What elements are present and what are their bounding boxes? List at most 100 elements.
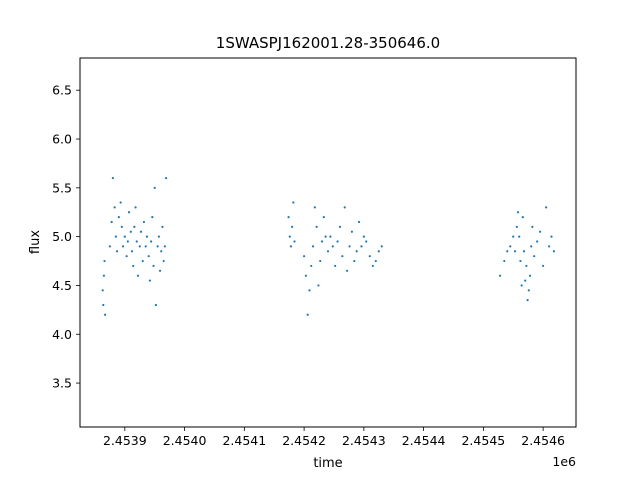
data-point: [127, 211, 131, 214]
data-point: [157, 235, 160, 238]
data-point: [324, 235, 327, 238]
data-point: [111, 176, 114, 180]
data-point: [113, 206, 116, 209]
x-tick-label: 2.4544: [402, 433, 446, 448]
data-point: [125, 255, 128, 258]
data-point: [126, 240, 129, 243]
data-point: [545, 206, 548, 209]
data-point: [133, 225, 136, 228]
data-point: [308, 289, 311, 292]
data-point: [304, 274, 307, 277]
data-point: [115, 250, 119, 253]
data-point: [509, 245, 512, 248]
data-point: [512, 235, 515, 238]
chart-title: 1SWASPJ162001.28-350646.0: [216, 34, 440, 52]
data-point: [161, 225, 164, 228]
data-point: [306, 313, 309, 316]
data-point: [132, 264, 135, 268]
data-point: [548, 245, 551, 248]
plot-frame: [79, 57, 577, 428]
data-point: [346, 269, 349, 272]
data-point: [338, 225, 342, 228]
data-point: [368, 255, 371, 258]
y-tick-label: 4.5: [52, 278, 72, 293]
data-point: [163, 245, 166, 248]
data-point: [515, 225, 518, 228]
data-point: [136, 274, 140, 277]
plot-area: [80, 58, 576, 427]
data-point: [102, 274, 106, 277]
y-tick-label: 3.5: [52, 376, 72, 391]
x-axis: 2.4539 2.4540 2.4541 2.4542 2.4543 2.4544 2.45…: [103, 427, 565, 448]
data-point: [499, 274, 502, 277]
y-tick-label: 5.0: [52, 229, 72, 244]
data-point: [513, 250, 517, 253]
data-point: [341, 255, 344, 258]
data-point: [357, 220, 361, 224]
x-tick-label: 2.4545: [461, 433, 505, 448]
data-point: [164, 176, 168, 180]
data-point: [322, 216, 325, 219]
data-point: [103, 313, 107, 316]
data-point: [377, 250, 380, 253]
y-axis-label: flux: [28, 230, 43, 254]
data-point: [313, 206, 316, 209]
data-point: [317, 284, 320, 287]
data-point: [552, 250, 555, 253]
data-point: [144, 245, 147, 248]
x-tick-label: 2.4542: [282, 433, 326, 448]
y-axis: 3.5 4.0 4.5 5.0 5.5 6.0 6.5: [52, 83, 80, 391]
data-point: [123, 235, 126, 238]
data-point: [533, 255, 536, 258]
data-point: [148, 279, 152, 282]
data-point: [121, 245, 125, 248]
data-point: [139, 230, 143, 233]
y-tick-label: 5.5: [52, 180, 72, 195]
data-point: [365, 240, 368, 243]
data-point: [362, 235, 365, 238]
data-point: [102, 303, 105, 307]
data-point: [110, 220, 113, 224]
data-point: [134, 206, 137, 209]
data-point: [152, 264, 155, 268]
data-point: [353, 259, 356, 263]
data-point: [519, 259, 522, 263]
data-point: [114, 235, 117, 238]
data-point: [343, 206, 346, 209]
data-point: [101, 289, 104, 292]
data-point: [119, 201, 122, 204]
data-point: [153, 186, 156, 189]
data-point: [524, 279, 527, 282]
data-point: [329, 235, 332, 238]
data-point: [371, 264, 374, 268]
data-point: [156, 245, 159, 248]
data-point: [355, 250, 358, 253]
x-tick-label: 2.4540: [163, 433, 207, 448]
data-point: [141, 259, 144, 263]
data-point: [154, 303, 157, 307]
data-point: [536, 240, 539, 243]
data-point: [162, 259, 165, 263]
x-tick-label: 2.4543: [342, 433, 386, 448]
data-point: [120, 225, 123, 228]
data-point: [151, 216, 154, 219]
data-point: [530, 245, 533, 248]
data-point: [310, 264, 313, 268]
data-point: [506, 250, 509, 253]
data-point: [503, 259, 506, 263]
x-tick-label: 2.4546: [521, 433, 565, 448]
data-point: [103, 259, 106, 263]
data-point: [539, 230, 542, 233]
data-point: [145, 235, 149, 238]
data-point: [288, 235, 291, 238]
data-point: [336, 240, 339, 243]
y-tick-label: 6.5: [52, 83, 72, 98]
data-point: [135, 240, 138, 243]
data-point: [528, 274, 532, 277]
data-point: [319, 259, 322, 263]
y-tick-label: 4.0: [52, 327, 72, 342]
data-point: [150, 240, 153, 243]
data-point: [293, 240, 296, 243]
x-tick-label: 2.4539: [103, 433, 147, 448]
